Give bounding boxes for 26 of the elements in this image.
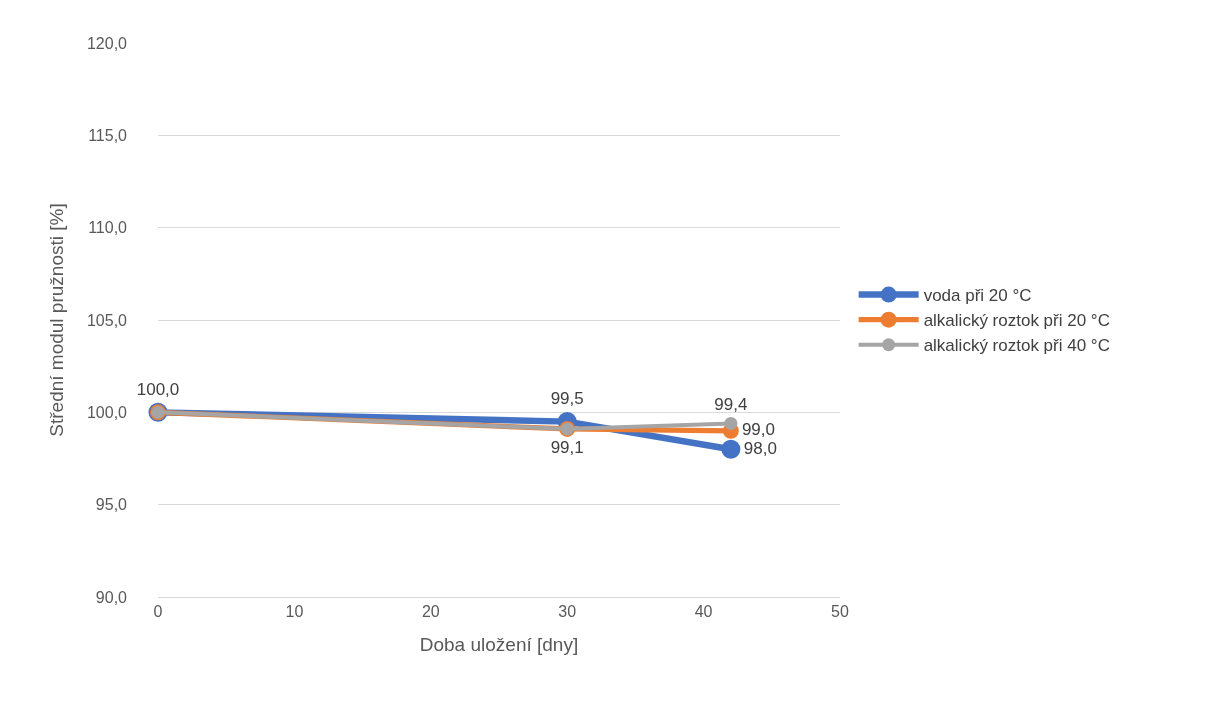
y-tick-label: 105,0 — [86, 311, 128, 329]
point — [724, 416, 738, 430]
data-label: 99,0 — [741, 420, 775, 440]
y-axis-title: Střední modul pružnosti [%] — [45, 203, 67, 437]
data-label: 99,5 — [550, 389, 584, 409]
x-tick-label: 50 — [831, 603, 849, 621]
y-tick-label: 115,0 — [88, 126, 128, 144]
legend-label: alkalický roztok při 20 °C — [923, 311, 1110, 331]
x-axis-title: Doba uložení [dny] — [419, 634, 579, 655]
x-tick-label: 20 — [421, 603, 440, 621]
x-tick-label: 10 — [285, 603, 304, 621]
data-label: 99,4 — [714, 395, 748, 415]
data-label: 99,1 — [550, 437, 584, 457]
data-label: 100,0 — [136, 380, 180, 400]
x-tick-label: 40 — [694, 603, 713, 621]
x-tick-label: 30 — [558, 603, 577, 621]
y-tick-label: 100,0 — [86, 403, 128, 421]
y-tick-label: 120,0 — [86, 34, 128, 52]
y-tick-label: 90,0 — [95, 588, 128, 606]
legend-label: voda při 20 °C — [923, 286, 1032, 306]
y-tick-label: 95,0 — [95, 496, 128, 514]
x-tick-label: 0 — [153, 603, 163, 621]
data-label: 98,0 — [743, 438, 777, 458]
point — [721, 439, 741, 459]
y-tick-label: 110,0 — [88, 219, 128, 237]
legend-label: alkalický roztok při 40 °C — [923, 336, 1110, 356]
